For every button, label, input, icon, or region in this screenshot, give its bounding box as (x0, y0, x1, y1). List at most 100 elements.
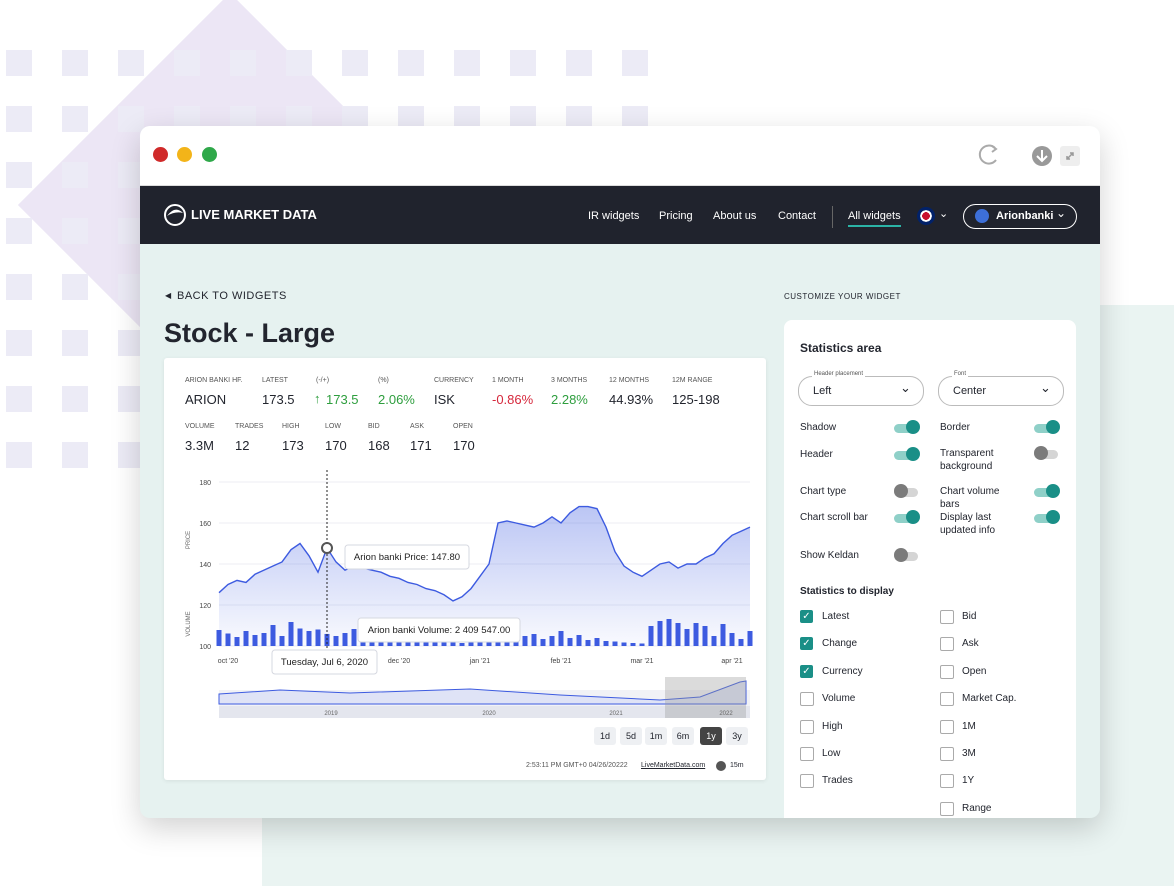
checkbox[interactable] (800, 747, 814, 761)
checkbox[interactable] (940, 664, 954, 679)
bg-square (510, 50, 536, 76)
volume-bar (729, 633, 735, 646)
y-tick-label: 140 (199, 562, 211, 569)
checkbox[interactable] (940, 774, 954, 789)
stat-value: -0.86% (492, 392, 534, 407)
stat-label: 3 MONTHS (551, 377, 588, 384)
toggle-knob[interactable] (906, 447, 920, 461)
close-dot[interactable] (153, 147, 168, 162)
volume-bar (711, 636, 717, 646)
volume-bar (630, 643, 636, 646)
min-dot[interactable] (177, 147, 192, 162)
select-value: Center (953, 385, 987, 397)
toggle-knob[interactable] (894, 548, 908, 562)
price-tooltip: Arion banki Price: 147.80 (354, 552, 460, 563)
volume-bar (495, 640, 501, 646)
reload-icon[interactable] (978, 144, 997, 165)
nav-link[interactable]: IR widgets (588, 210, 640, 222)
volume-bar (720, 624, 726, 646)
bg-square (62, 218, 88, 244)
nav-link[interactable]: Pricing (659, 210, 693, 222)
toggle-knob[interactable] (1046, 484, 1060, 498)
checkbox[interactable] (940, 747, 954, 761)
select-chevron[interactable]: ⌄ (900, 380, 911, 395)
stat-label: OPEN (453, 423, 473, 430)
checkbox[interactable]: ✓ (800, 610, 813, 623)
volume-bar (315, 629, 321, 646)
volume-bar (333, 636, 339, 646)
checkbox[interactable] (940, 692, 954, 707)
date-tooltip-box (271, 649, 378, 675)
toggle-label: Show Keldan (800, 550, 859, 561)
bg-square (62, 106, 88, 132)
up-arrow: ↑ (314, 391, 321, 406)
range-button[interactable]: 6m (672, 727, 694, 745)
toggle-knob[interactable] (894, 484, 908, 498)
brand[interactable]: LIVE MARKET DATA (191, 207, 317, 222)
checkbox-label: Latest (822, 611, 850, 622)
volume-bar (270, 625, 276, 646)
volume-tooltip-box (357, 617, 521, 643)
checkbox[interactable]: ✓ (800, 664, 813, 678)
bg-square (454, 50, 480, 76)
checkbox[interactable] (940, 610, 954, 624)
stat-value: 125-198 (672, 392, 720, 407)
customize-heading: CUSTOMIZE YOUR WIDGET (784, 292, 901, 301)
range-button[interactable]: 1m (645, 727, 667, 745)
stat-value: 171 (410, 438, 432, 453)
toggle-knob[interactable] (1034, 446, 1048, 460)
source-link[interactable]: LiveMarketData.com (641, 762, 706, 769)
volume-bar (702, 626, 708, 646)
nav-link[interactable]: Contact (778, 210, 816, 222)
volume-bar (486, 640, 492, 646)
checkbox[interactable] (800, 774, 814, 789)
checkbox[interactable] (940, 801, 954, 816)
checkbox-label: Range (962, 802, 992, 814)
max-dot[interactable] (202, 147, 217, 162)
account-pill[interactable] (963, 204, 1077, 229)
navigator-window[interactable] (665, 677, 746, 718)
bg-square (6, 442, 32, 468)
toggle-label: Border (940, 422, 971, 433)
back-arrow[interactable]: ◀ (165, 291, 172, 300)
checkbox[interactable]: ✓ (800, 637, 813, 651)
checkbox[interactable] (800, 719, 814, 734)
lang-chevron[interactable]: ⌄ (939, 208, 949, 220)
stat-value: 168 (368, 438, 390, 453)
bg-square (286, 50, 312, 76)
bg-square (62, 162, 88, 188)
range-button[interactable]: 5d (620, 727, 642, 745)
flag[interactable] (917, 207, 935, 225)
stat-value: 2.28% (551, 392, 588, 407)
back-link[interactable]: BACK TO WIDGETS (177, 290, 287, 302)
stat-label: (-/+) (316, 377, 330, 384)
stat-label: LATEST (262, 377, 288, 384)
select-value: Left (813, 385, 832, 397)
checkbox[interactable] (940, 637, 954, 652)
range-button[interactable]: 1y (700, 727, 722, 745)
account-name[interactable]: Arionbanki (996, 210, 1054, 222)
account-chevron[interactable]: ⌄ (1056, 206, 1067, 220)
toggle-knob[interactable] (906, 420, 920, 434)
volume-bar (351, 629, 357, 646)
nav-link[interactable]: About us (713, 210, 757, 222)
toggle-knob[interactable] (1046, 420, 1060, 434)
volume-bar (468, 642, 474, 646)
volume-bar (612, 641, 618, 646)
checkbox[interactable] (940, 719, 954, 734)
volume-bar (288, 622, 294, 646)
volume-bar (522, 636, 528, 646)
checkbox-label: Volume (822, 693, 856, 705)
toggle-knob[interactable] (1046, 510, 1060, 524)
range-button[interactable]: 3y (726, 727, 748, 745)
range-button[interactable]: 1d (594, 727, 616, 745)
x-tick-label: dec '20 (388, 658, 410, 665)
checkbox[interactable] (800, 692, 814, 707)
nav-link[interactable]: All widgets (848, 210, 901, 227)
toggle-knob[interactable] (906, 510, 920, 524)
select-chevron[interactable]: ⌄ (1040, 380, 1051, 395)
navigator-line (218, 680, 747, 705)
select[interactable] (938, 376, 1064, 406)
bg-square (62, 50, 88, 76)
